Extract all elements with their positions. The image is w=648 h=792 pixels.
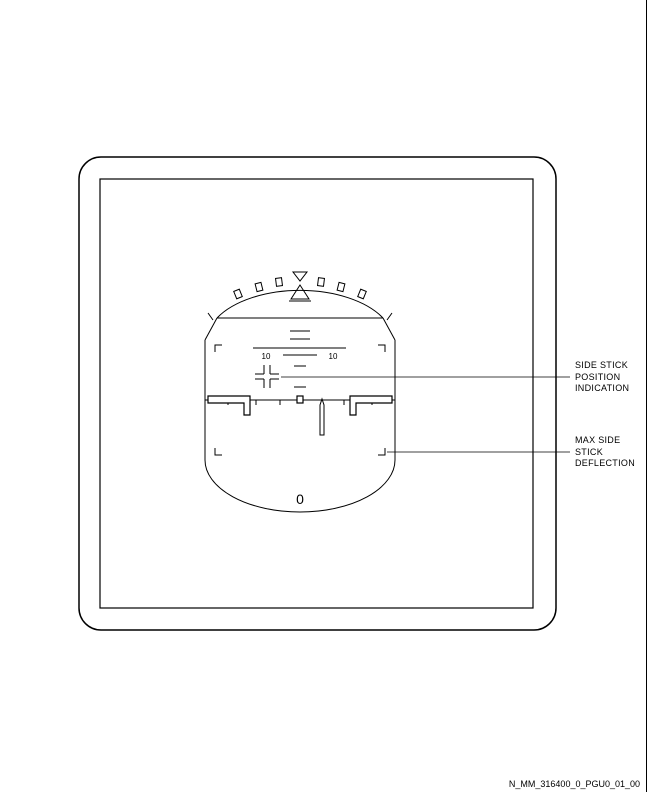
pitch-label-left: 10 [262, 352, 271, 361]
callout-line: STICK [575, 446, 604, 457]
heading-value: 0 [296, 491, 304, 507]
side-stick-position-cross [255, 365, 279, 388]
display-bezel [78, 156, 557, 631]
figure-identifier: N_MM_316400_0_PGU0_01_00 [508, 779, 640, 789]
callout-line: INDICATION [575, 383, 630, 393]
aircraft-symbol [207, 395, 393, 416]
pitch-label-right: 10 [329, 352, 338, 361]
bank-index-pointer [289, 271, 311, 302]
bank-scale [207, 277, 393, 321]
callout-side-stick-position: SIDE STICK POSITION INDICATION [575, 360, 629, 395]
callout-line: MAX SIDE [575, 435, 621, 445]
callout-line: DEFLECTION [575, 458, 636, 468]
callout-leaders [281, 376, 570, 453]
callout-line: POSITION [575, 371, 621, 382]
display-screen [99, 178, 534, 609]
max-deflection-brackets [214, 344, 386, 456]
callout-line: SIDE STICK [575, 360, 629, 370]
page-edge-line [646, 0, 647, 792]
attitude-sphere [204, 289, 396, 513]
pitch-scale [253, 330, 346, 388]
yaw-bar [319, 397, 325, 436]
callout-max-side-stick-deflection: MAX SIDE STICK DEFLECTION [575, 435, 635, 470]
